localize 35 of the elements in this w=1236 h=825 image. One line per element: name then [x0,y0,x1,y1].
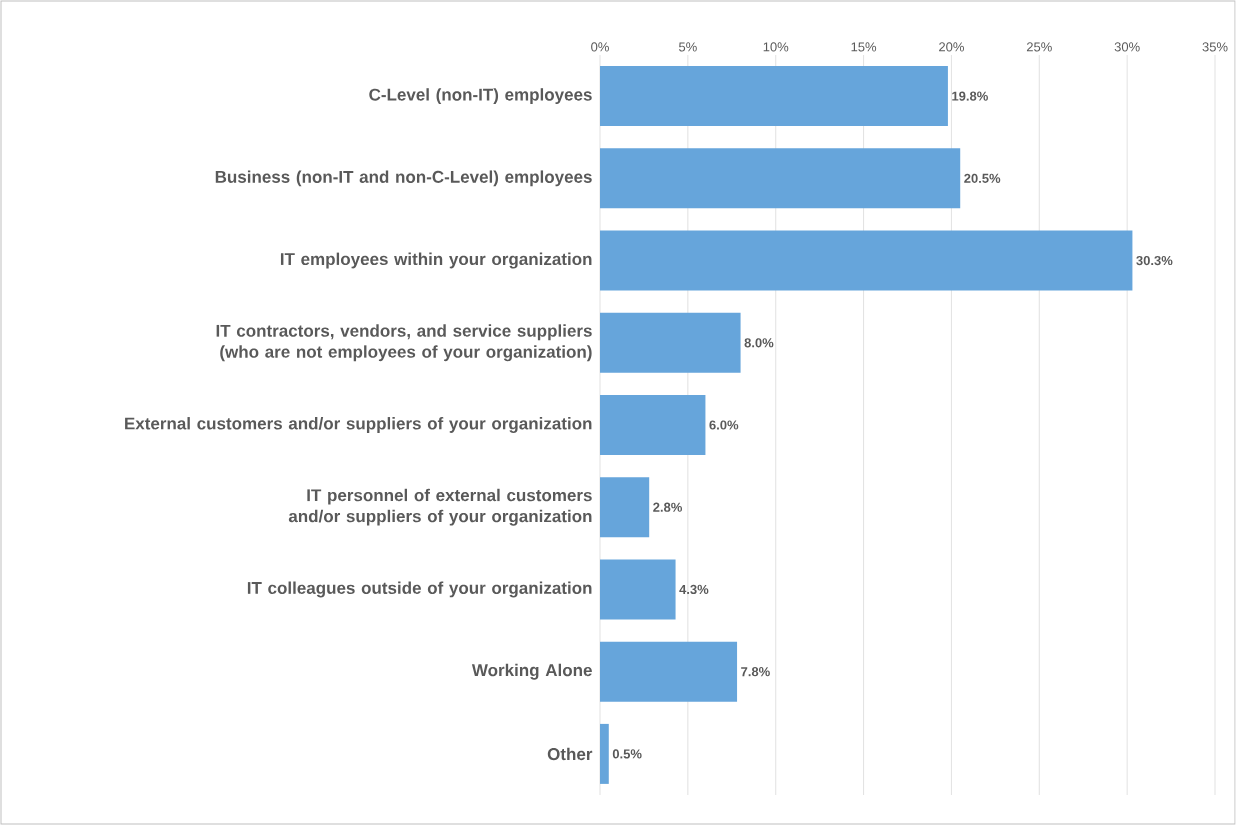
x-tick-label: 30% [1114,42,1140,52]
y-tick-label: Working Alone [471,663,592,680]
data-label: 20.5% [964,173,1001,183]
y-tick-label: IT colleagues outside of your organization [247,581,592,598]
y-tick-label: External customers and/or suppliers of your organization [125,417,592,433]
y-tick-label: Other [547,747,593,761]
y-tick-label: C-Level (non-IT) employees [369,88,592,105]
bar [600,66,948,127]
x-tick-label: 35% [1202,42,1228,52]
data-label: 7.8% [741,667,770,677]
y-tick-label: Business (non-IT and non-C-Level) employees [215,170,592,187]
y-tick-label: IT employees within your organization [280,252,592,269]
data-label: 2.8% [653,502,683,512]
data-label: 30.3% [1136,255,1173,266]
bar [600,723,609,784]
x-tick-label: 5% [678,42,697,52]
data-label: 6.0% [709,420,739,430]
x-tick-label: 10% [763,42,789,52]
bar [600,395,706,456]
bar [600,230,1133,291]
x-tick-label: 25% [1026,42,1052,52]
bar [600,148,961,209]
bar [600,312,741,373]
bar [600,641,738,702]
data-label: 4.3% [679,584,709,595]
y-tick-label: IT contractors, vendors, and service suppliers (who are not employees of your organization) [216,324,592,362]
x-tick-label: 15% [851,42,877,52]
data-label: 19.8% [952,91,988,101]
y-tick-label: IT personnel of external customers and/or suppliers of your organization [288,488,592,526]
data-label: 0.5% [612,749,642,759]
bar [600,477,650,538]
bar [600,559,676,620]
data-label: 8.0% [744,338,774,348]
x-tick-label: 0% [591,42,609,52]
x-tick-label: 20% [939,42,964,52]
